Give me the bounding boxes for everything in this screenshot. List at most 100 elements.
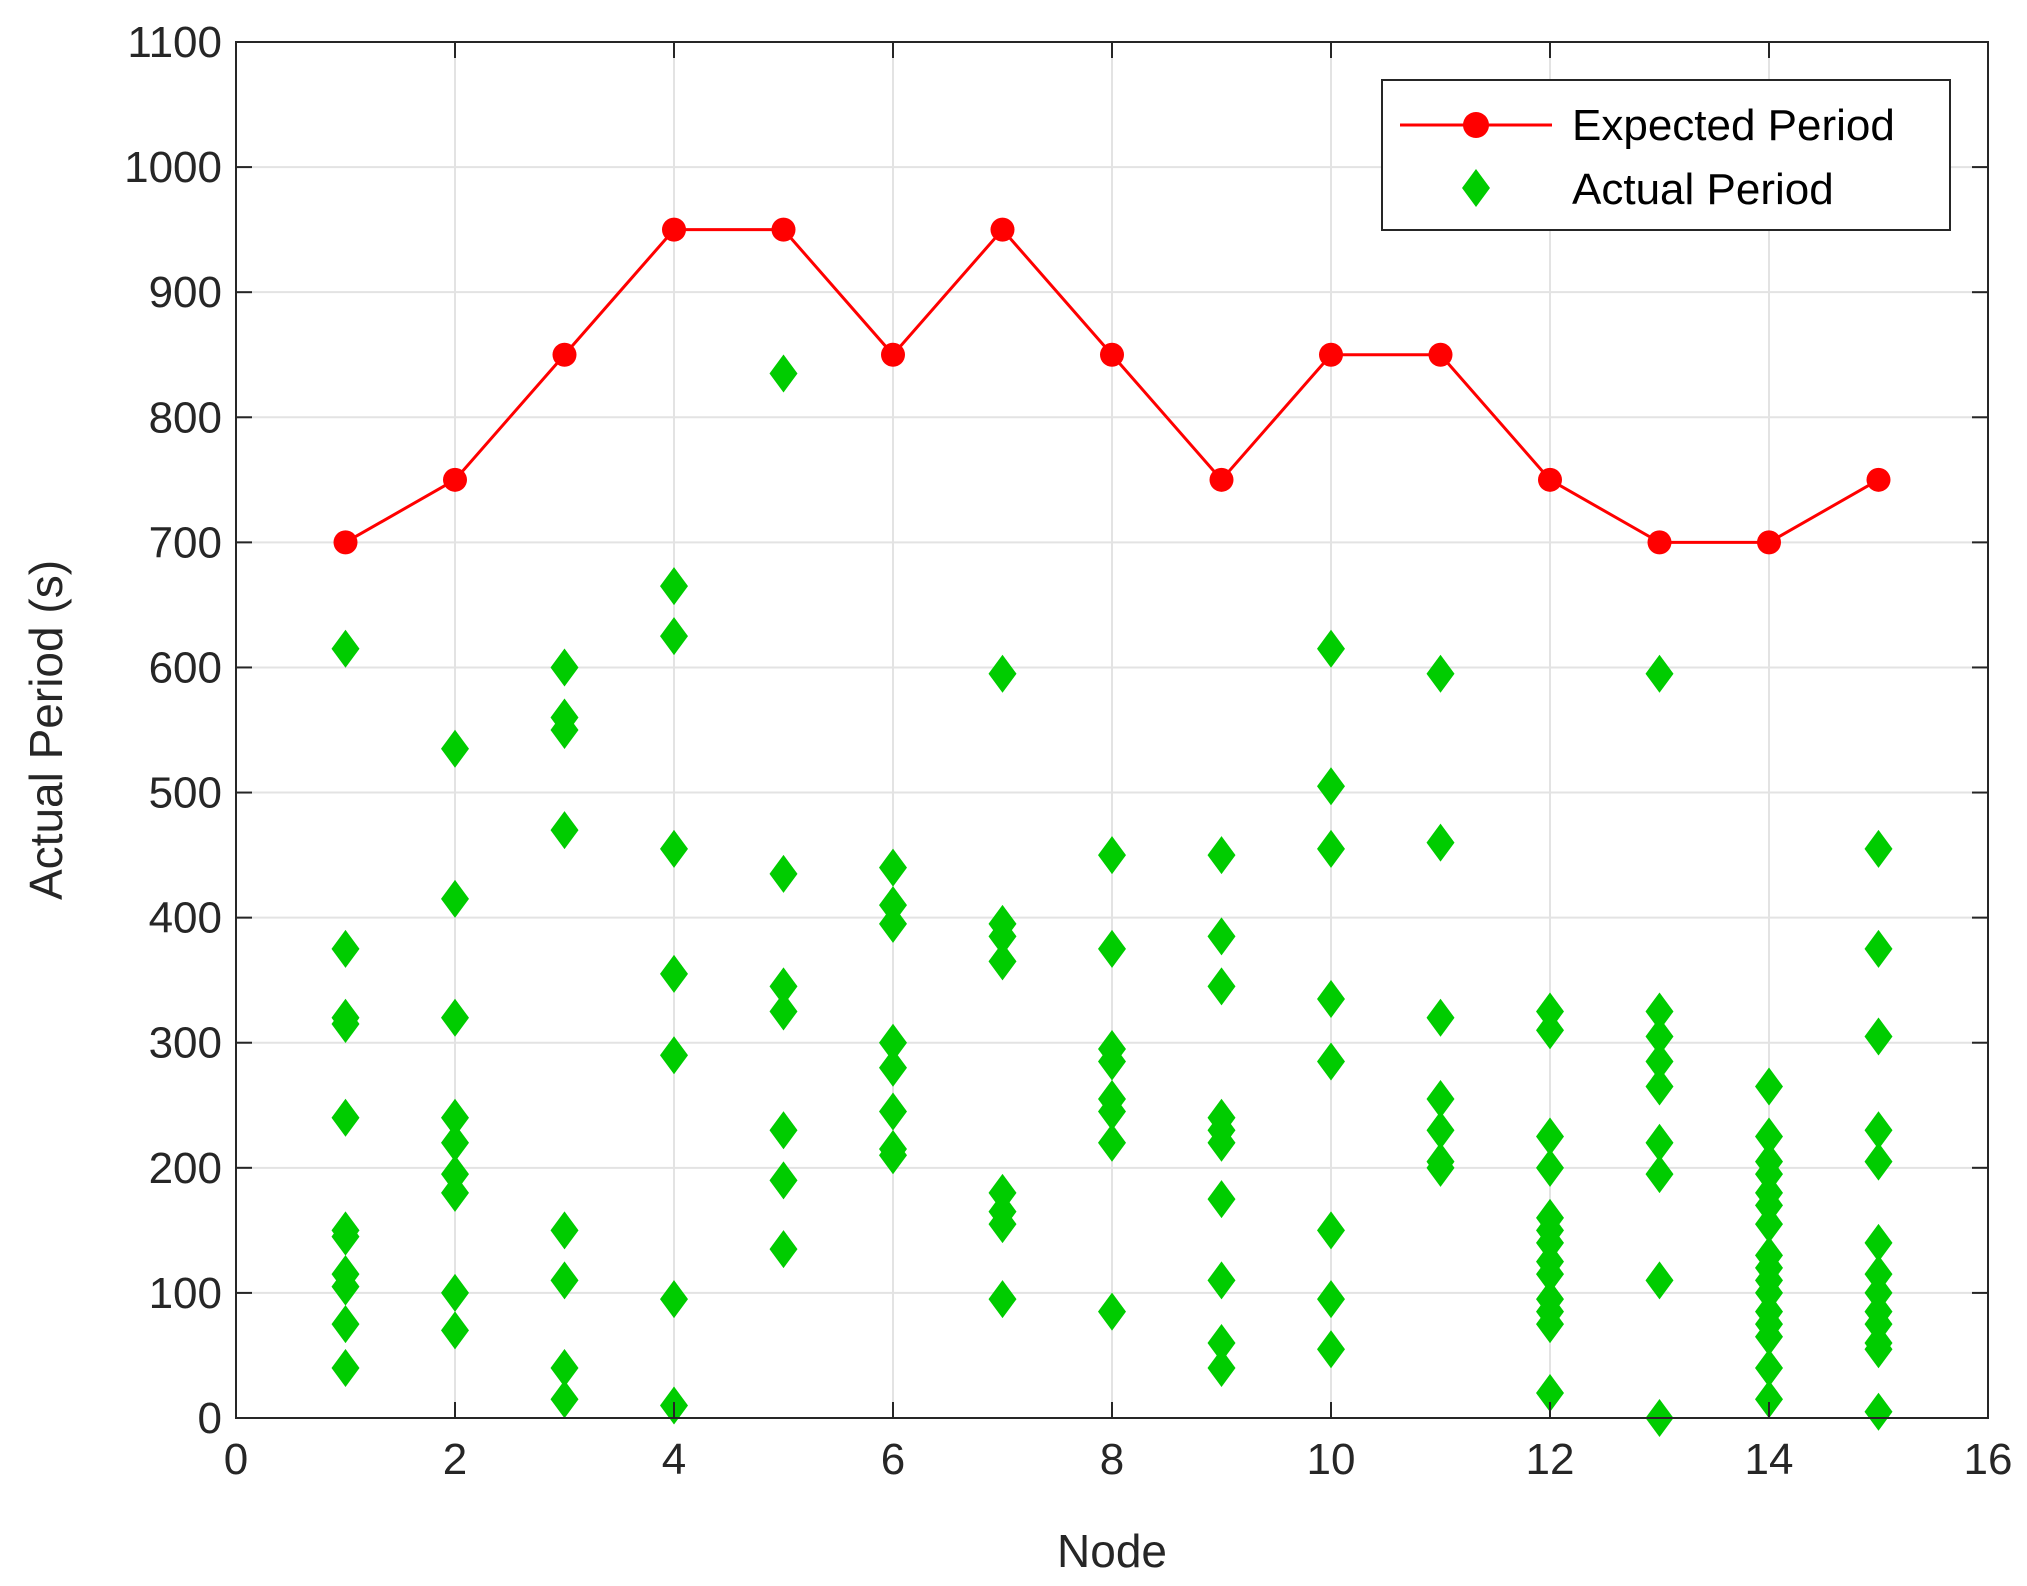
y-tick-label: 700 [149,518,222,567]
y-tick-label: 900 [149,268,222,317]
y-tick-label: 100 [149,1269,222,1318]
tick-labels: 0 2 4 6 8 10 12 14 16 0 100 200 300 400 500 600 700 800 90… [124,18,2012,1484]
actual-period-point [1864,1392,1893,1431]
actual-period-point [1207,967,1236,1006]
actual-period-point [1536,1305,1564,1344]
actual-period-point [550,711,579,749]
legend-marker-actual-period [1462,169,1490,207]
actual-period-point [1645,1155,1674,1194]
actual-period-point [1536,1117,1564,1156]
actual-period-point [1317,629,1345,668]
actual-period-point [550,1261,579,1300]
actual-period-point [550,1380,579,1419]
expected-period-point [662,217,686,242]
actual-period-point [1645,1261,1674,1300]
expected-period-point [1538,467,1562,492]
legend: Expected Period Actual Period [1381,79,1951,231]
actual-period-point [331,629,360,668]
expected-period-point [333,530,358,555]
actual-period-point [988,654,1017,693]
actual-period-point [660,1036,688,1075]
actual-period-point [1426,1080,1455,1119]
plot-markers [331,217,1893,1437]
actual-period-point [441,729,469,768]
expected-period-point [443,467,467,492]
actual-period-point [1207,836,1236,875]
y-tick-label: 0 [198,1394,222,1443]
y-tick-label: 200 [149,1144,222,1193]
actual-period-point [769,967,798,1006]
actual-period-point [1864,1330,1893,1369]
actual-period-point [1864,1223,1893,1262]
actual-period-point [660,617,688,656]
actual-period-point [879,1136,907,1175]
actual-period-point [879,848,907,887]
expected-period-point [1866,467,1891,492]
actual-period-point [1207,1180,1236,1219]
actual-period-point [1317,1280,1345,1319]
y-tick-label: 1100 [127,18,222,67]
actual-period-point [1317,1211,1345,1250]
actual-period-point [1426,654,1455,693]
y-tick-label: 1000 [124,143,222,192]
actual-period-point [769,854,798,893]
actual-period-point [1536,1255,1564,1294]
actual-period-point [331,929,360,968]
x-tick-label: 10 [1307,1435,1356,1484]
actual-period-point [1755,1117,1783,1156]
x-tick-label: 6 [881,1435,905,1484]
actual-period-point [1864,1142,1893,1181]
actual-period-point [1864,829,1893,868]
expected-period-point [552,342,577,367]
actual-period-point [660,567,688,606]
actual-period-point [660,829,688,868]
legend-label-actual-period: Actual Period [1572,165,1834,214]
actual-period-point [1207,1348,1236,1387]
actual-period-point [1098,1123,1126,1162]
expected-period-point [1209,467,1234,492]
actual-period-point [879,1092,907,1131]
actual-period-point [1864,929,1893,968]
actual-period-point [331,1098,360,1137]
actual-period-point [441,1173,469,1212]
actual-period-point [769,1230,798,1269]
y-tick-label: 600 [149,643,222,692]
y-tick-label: 500 [149,769,222,818]
actual-period-point [769,992,798,1031]
actual-period-point [1645,654,1674,693]
actual-period-point [1098,1292,1126,1331]
legend-marker-expected-period [1463,112,1489,138]
actual-period-point [988,1205,1017,1244]
actual-period-point [1536,1148,1564,1187]
actual-period-point [1536,1373,1564,1412]
expected-period-point [1100,342,1124,367]
actual-period-point [1098,836,1126,875]
actual-period-point [331,1004,360,1043]
actual-period-point [988,942,1017,981]
actual-period-point [1207,1323,1236,1362]
x-tick-label: 2 [443,1435,467,1484]
actual-period-point [1864,1111,1893,1150]
actual-period-point [1536,1011,1564,1050]
actual-period-point [1755,1348,1783,1387]
actual-period-point [1317,767,1345,806]
expected-period-point [1757,530,1781,555]
actual-period-point [1207,1123,1236,1162]
actual-period-point [441,1273,469,1312]
actual-period-point [660,954,688,993]
actual-period-point [441,1311,469,1350]
actual-period-point [988,917,1017,956]
actual-period-point [331,1305,360,1344]
actual-period-point [988,1280,1017,1319]
actual-period-point [441,998,469,1037]
actual-period-point [1755,1317,1783,1356]
actual-period-point [1755,1380,1783,1419]
y-tick-label: 400 [149,894,222,943]
actual-period-point [1317,829,1345,868]
expected-period-point [1319,342,1343,367]
x-tick-label: 16 [1964,1435,2013,1484]
x-tick-label: 12 [1526,1435,1575,1484]
actual-period-point [879,904,907,943]
expected-period-point [1428,342,1453,367]
